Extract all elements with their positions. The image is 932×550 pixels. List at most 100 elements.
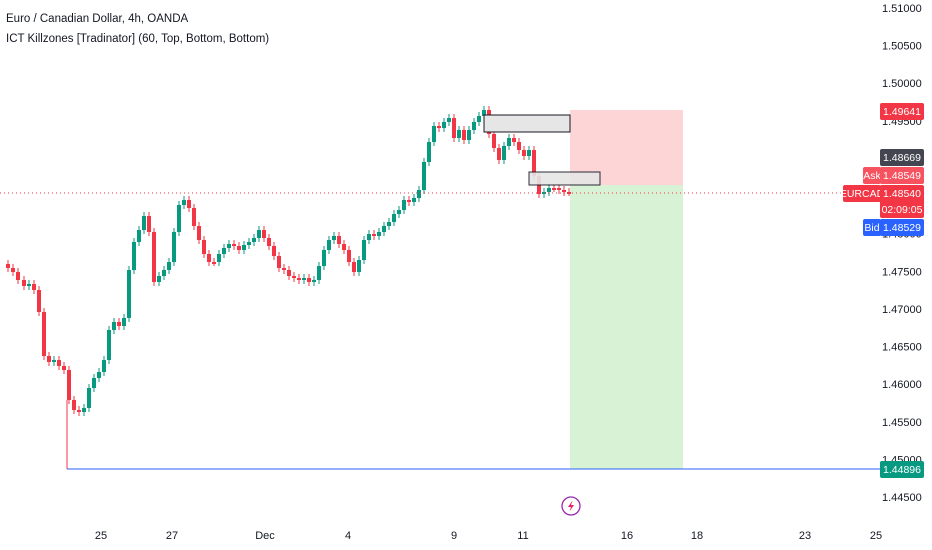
candle-body [332,236,336,240]
candle-body [352,262,356,272]
time-tick: 4 [345,530,351,542]
svg-text:1.48540: 1.48540 [883,188,921,200]
price-tick: 1.47000 [882,304,922,316]
candle-body [62,366,66,370]
candle-body [157,276,161,282]
candle-body [122,318,126,326]
candle-body [442,122,446,128]
time-tick: 9 [451,530,457,542]
candle-body [422,162,426,190]
candle-body [172,232,176,262]
time-tick: 25 [95,530,107,542]
candle-body [127,270,131,318]
candle-body [437,126,441,128]
candle-body [407,200,411,202]
candle-body [502,146,506,160]
chart-legend[interactable]: Euro / Canadian Dollar, 4h, OANDA ICT Ki… [6,9,269,49]
time-tick: 25 [870,530,882,542]
candle-body [287,270,291,276]
price-tick: 1.50500 [882,41,922,53]
time-tick: 23 [799,530,811,542]
svg-text:EURCAD: EURCAD [840,188,885,200]
candle-body [102,360,106,372]
candle-body [152,232,156,282]
candle-body [567,192,571,194]
candle-body [282,268,286,270]
candle-body [347,250,351,262]
candle-body [222,248,226,254]
candle-body [412,198,416,202]
candle-body [382,226,386,232]
symbol-title[interactable]: Euro / Canadian Dollar, 4h, OANDA [6,13,189,25]
candles [6,106,571,416]
candle-body [82,408,86,412]
take-profit-badge: 1.49641 [880,103,924,120]
position-zones[interactable] [570,110,683,469]
candle-body [482,110,486,116]
candle-body [362,240,366,260]
svg-text:Bid: Bid [864,222,879,234]
order-block-upper[interactable] [483,114,571,133]
candle-body [267,238,271,246]
candle-body [522,150,526,156]
time-tick: 11 [517,530,528,542]
candle-body [367,234,371,240]
candle-body [77,410,81,412]
drawings[interactable] [66,114,601,469]
candle-body [322,250,326,266]
candle-body [72,400,76,410]
price-tick: 1.51000 [882,3,922,15]
price-axis[interactable]: 1.510001.505001.500001.495001.490001.485… [882,3,922,504]
price-tick: 1.46500 [882,342,922,354]
candle-body [307,278,311,282]
lightning-icon[interactable] [561,496,581,516]
candle-body [417,190,421,198]
candle-body [317,266,321,280]
candle-body [107,330,111,360]
candle-body [137,230,141,242]
candle-body [397,210,401,214]
candle-body [327,240,331,250]
price-tick: 1.50000 [882,78,922,90]
candle-body [182,200,186,205]
candle-body [337,236,341,244]
price-tick: 1.46000 [882,379,922,391]
time-tick: 16 [621,530,633,542]
bid-badge: Bid 1.48529 [863,219,924,236]
candle-body [517,142,521,150]
price-tick: 1.44500 [882,492,922,504]
time-tick: Dec [255,530,275,542]
candle-body [27,284,31,286]
candle-body [242,245,246,250]
candle-body [97,372,101,378]
order-block-lower[interactable] [528,171,601,186]
candle-body [217,254,221,262]
candle-body [177,205,181,232]
candle-body [32,284,36,290]
candle-body [257,230,261,238]
stop-level-badge: 1.48669 [880,149,924,166]
candle-body [92,378,96,388]
candle-body [42,312,46,356]
candle-body [167,262,171,270]
svg-text:1.48529: 1.48529 [883,222,921,234]
candle-body [457,130,461,138]
candle-body [232,244,236,246]
reward-zone[interactable] [570,185,683,469]
candle-body [427,142,431,162]
candle-body [207,254,211,262]
candle-body [492,134,496,148]
svg-text:Ask: Ask [863,170,881,182]
candle-body [377,232,381,236]
candle-countdown: 02:09:05 [882,204,923,216]
candle-body [497,148,501,160]
candle-body [547,188,551,192]
indicator-title[interactable]: ICT Killzones [Tradinator] (60, Top, Bot… [6,33,270,45]
time-axis[interactable]: 25 27 Dec 4 9 11 16 18 23 25 [95,530,882,542]
candle-body [562,190,566,192]
candle-body [197,226,201,240]
candle-body [512,138,516,142]
candle-body [262,230,266,238]
svg-text:1.48549: 1.48549 [883,170,921,182]
